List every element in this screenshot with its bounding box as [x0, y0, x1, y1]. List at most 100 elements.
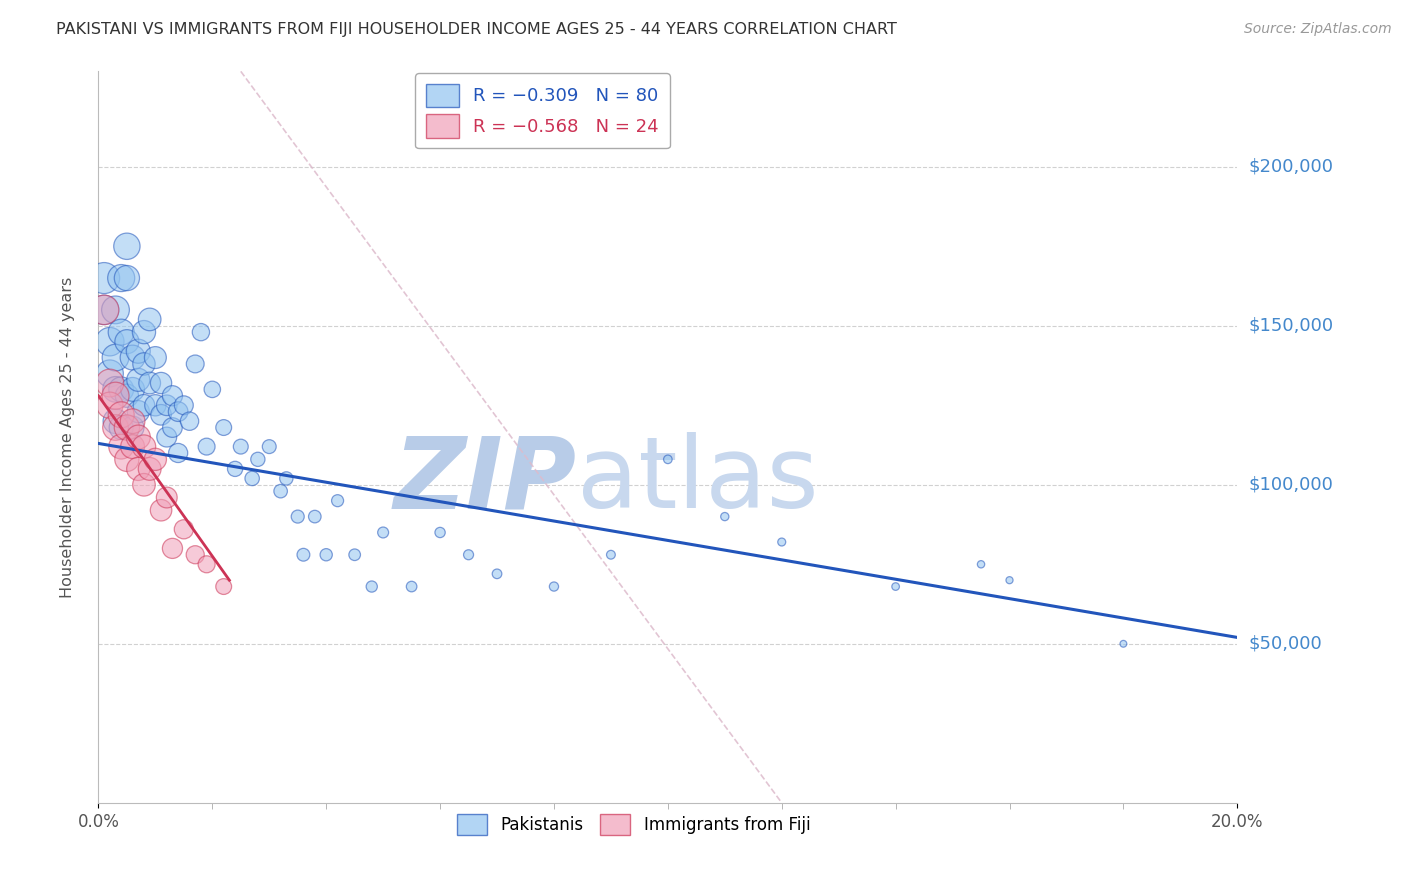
- Point: [150, 408, 173, 422]
- Text: $200,000: $200,000: [1249, 158, 1333, 176]
- Point: [98, 367, 121, 381]
- Point: [315, 548, 337, 562]
- Point: [115, 271, 138, 285]
- Point: [127, 404, 149, 418]
- Point: [212, 420, 235, 434]
- Point: [150, 376, 173, 390]
- Point: [115, 334, 138, 349]
- Point: [287, 509, 309, 524]
- Text: Source: ZipAtlas.com: Source: ZipAtlas.com: [1244, 22, 1392, 37]
- Point: [98, 334, 121, 349]
- Point: [970, 558, 993, 572]
- Point: [543, 580, 565, 594]
- Point: [212, 580, 235, 594]
- Point: [259, 440, 281, 454]
- Point: [270, 484, 292, 499]
- Point: [145, 398, 167, 412]
- Point: [110, 440, 132, 454]
- Point: [173, 398, 195, 412]
- Point: [132, 325, 155, 339]
- Point: [173, 522, 195, 536]
- Point: [115, 420, 138, 434]
- Text: $100,000: $100,000: [1249, 475, 1333, 494]
- Point: [167, 446, 190, 460]
- Point: [156, 430, 179, 444]
- Text: $150,000: $150,000: [1249, 317, 1333, 334]
- Point: [343, 548, 366, 562]
- Point: [104, 351, 127, 365]
- Point: [132, 440, 155, 454]
- Point: [657, 452, 679, 467]
- Point: [1112, 637, 1135, 651]
- Point: [150, 503, 173, 517]
- Point: [486, 566, 509, 581]
- Point: [401, 580, 423, 594]
- Point: [162, 420, 184, 434]
- Point: [121, 414, 143, 428]
- Point: [184, 548, 207, 562]
- Point: [156, 398, 179, 412]
- Y-axis label: Householder Income Ages 25 - 44 years: Householder Income Ages 25 - 44 years: [60, 277, 75, 598]
- Point: [276, 471, 298, 485]
- Point: [121, 440, 143, 454]
- Point: [167, 404, 190, 418]
- Point: [246, 452, 269, 467]
- Point: [195, 558, 218, 572]
- Point: [184, 357, 207, 371]
- Point: [115, 452, 138, 467]
- Point: [304, 509, 326, 524]
- Point: [138, 376, 160, 390]
- Point: [121, 420, 143, 434]
- Text: PAKISTANI VS IMMIGRANTS FROM FIJI HOUSEHOLDER INCOME AGES 25 - 44 YEARS CORRELAT: PAKISTANI VS IMMIGRANTS FROM FIJI HOUSEH…: [56, 22, 897, 37]
- Point: [179, 414, 201, 428]
- Point: [104, 389, 127, 403]
- Point: [373, 525, 395, 540]
- Point: [229, 440, 252, 454]
- Point: [201, 383, 224, 397]
- Point: [110, 383, 132, 397]
- Point: [127, 373, 149, 387]
- Legend: Pakistanis, Immigrants from Fiji: Pakistanis, Immigrants from Fiji: [450, 807, 817, 842]
- Point: [600, 548, 623, 562]
- Point: [714, 509, 737, 524]
- Text: atlas: atlas: [576, 433, 818, 530]
- Text: $50,000: $50,000: [1249, 635, 1322, 653]
- Point: [127, 344, 149, 359]
- Text: ZIP: ZIP: [394, 433, 576, 530]
- Point: [145, 452, 167, 467]
- Point: [110, 325, 132, 339]
- Point: [115, 239, 138, 253]
- Point: [457, 548, 479, 562]
- Point: [132, 477, 155, 491]
- Point: [93, 302, 115, 317]
- Point: [115, 389, 138, 403]
- Point: [326, 493, 349, 508]
- Point: [190, 325, 212, 339]
- Point: [121, 351, 143, 365]
- Point: [145, 351, 167, 365]
- Point: [127, 462, 149, 476]
- Point: [104, 420, 127, 434]
- Point: [138, 312, 160, 326]
- Point: [121, 383, 143, 397]
- Point: [292, 548, 315, 562]
- Point: [770, 535, 793, 549]
- Point: [110, 408, 132, 422]
- Point: [162, 541, 184, 556]
- Point: [93, 271, 115, 285]
- Point: [104, 302, 127, 317]
- Point: [104, 414, 127, 428]
- Point: [429, 525, 451, 540]
- Point: [138, 462, 160, 476]
- Point: [162, 389, 184, 403]
- Point: [93, 302, 115, 317]
- Point: [127, 430, 149, 444]
- Point: [132, 398, 155, 412]
- Point: [224, 462, 246, 476]
- Point: [360, 580, 382, 594]
- Point: [240, 471, 263, 485]
- Point: [156, 491, 179, 505]
- Point: [98, 398, 121, 412]
- Point: [110, 271, 132, 285]
- Point: [195, 440, 218, 454]
